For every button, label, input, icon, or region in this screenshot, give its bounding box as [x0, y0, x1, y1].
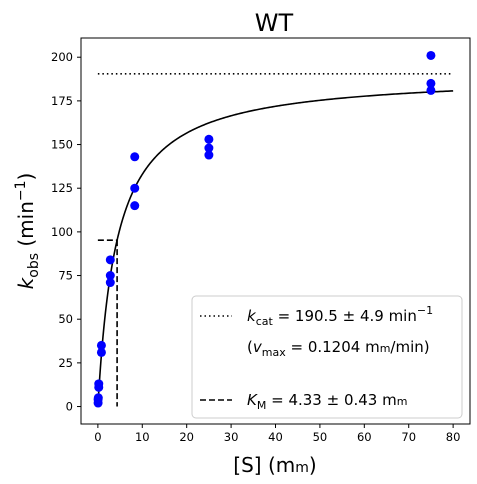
x-tick-label: 60: [357, 430, 372, 444]
x-tick-label: 40: [268, 430, 283, 444]
x-tick-label: 30: [224, 430, 239, 444]
data-point: [426, 50, 436, 60]
y-tick-label: 100: [51, 225, 73, 239]
y-axis-label: kobs (min−1): [13, 173, 42, 290]
data-point: [204, 134, 214, 144]
data-point: [204, 143, 214, 153]
plot-area: [93, 50, 454, 408]
x-tick-label: 0: [94, 430, 101, 444]
x-tick-label: 20: [179, 430, 194, 444]
data-point: [426, 85, 436, 95]
data-point: [426, 78, 436, 88]
legend-vmax-entry: (vmax = 0.1204 mm/min): [247, 338, 430, 359]
x-tick-label: 10: [135, 430, 150, 444]
y-tick-label: 150: [51, 138, 73, 152]
data-point: [130, 183, 140, 193]
y-tick-label: 200: [51, 50, 73, 64]
x-tick-label: 70: [401, 430, 416, 444]
fit-curve: [97, 90, 454, 407]
x-tick-label: 80: [446, 430, 461, 444]
x-tick-label: 50: [313, 430, 328, 444]
chart-title: WT: [255, 9, 294, 37]
data-point: [105, 255, 115, 265]
y-tick-label: 175: [51, 94, 73, 108]
y-tick-label: 50: [58, 312, 73, 326]
data-point: [96, 340, 106, 350]
data-point: [94, 379, 104, 389]
legend: kcat = 190.5 ± 4.9 min−1 (vmax = 0.1204 …: [191, 295, 463, 419]
data-point: [204, 150, 214, 160]
data-point: [105, 271, 115, 281]
y-tick-label: 25: [58, 356, 73, 370]
y-tick-label: 75: [58, 269, 73, 283]
legend-km-entry: KM = 4.33 ± 0.43 mm: [247, 391, 407, 412]
y-tick-label: 0: [66, 400, 73, 414]
data-point: [96, 347, 106, 357]
x-axis-label: [S] (mm): [233, 453, 316, 477]
legend-kcat-entry: kcat = 190.5 ± 4.9 min−1: [247, 304, 433, 328]
y-tick-label: 125: [51, 181, 73, 195]
x-axis: 0 10 20 30 40 50 60 70 80: [94, 424, 460, 444]
legend-box: [191, 295, 463, 419]
data-point: [93, 393, 103, 403]
data-point: [130, 201, 140, 211]
data-point: [130, 152, 140, 162]
data-point: [105, 278, 115, 288]
y-axis: 0 25 50 75 100 125 150 175 200: [51, 50, 81, 414]
